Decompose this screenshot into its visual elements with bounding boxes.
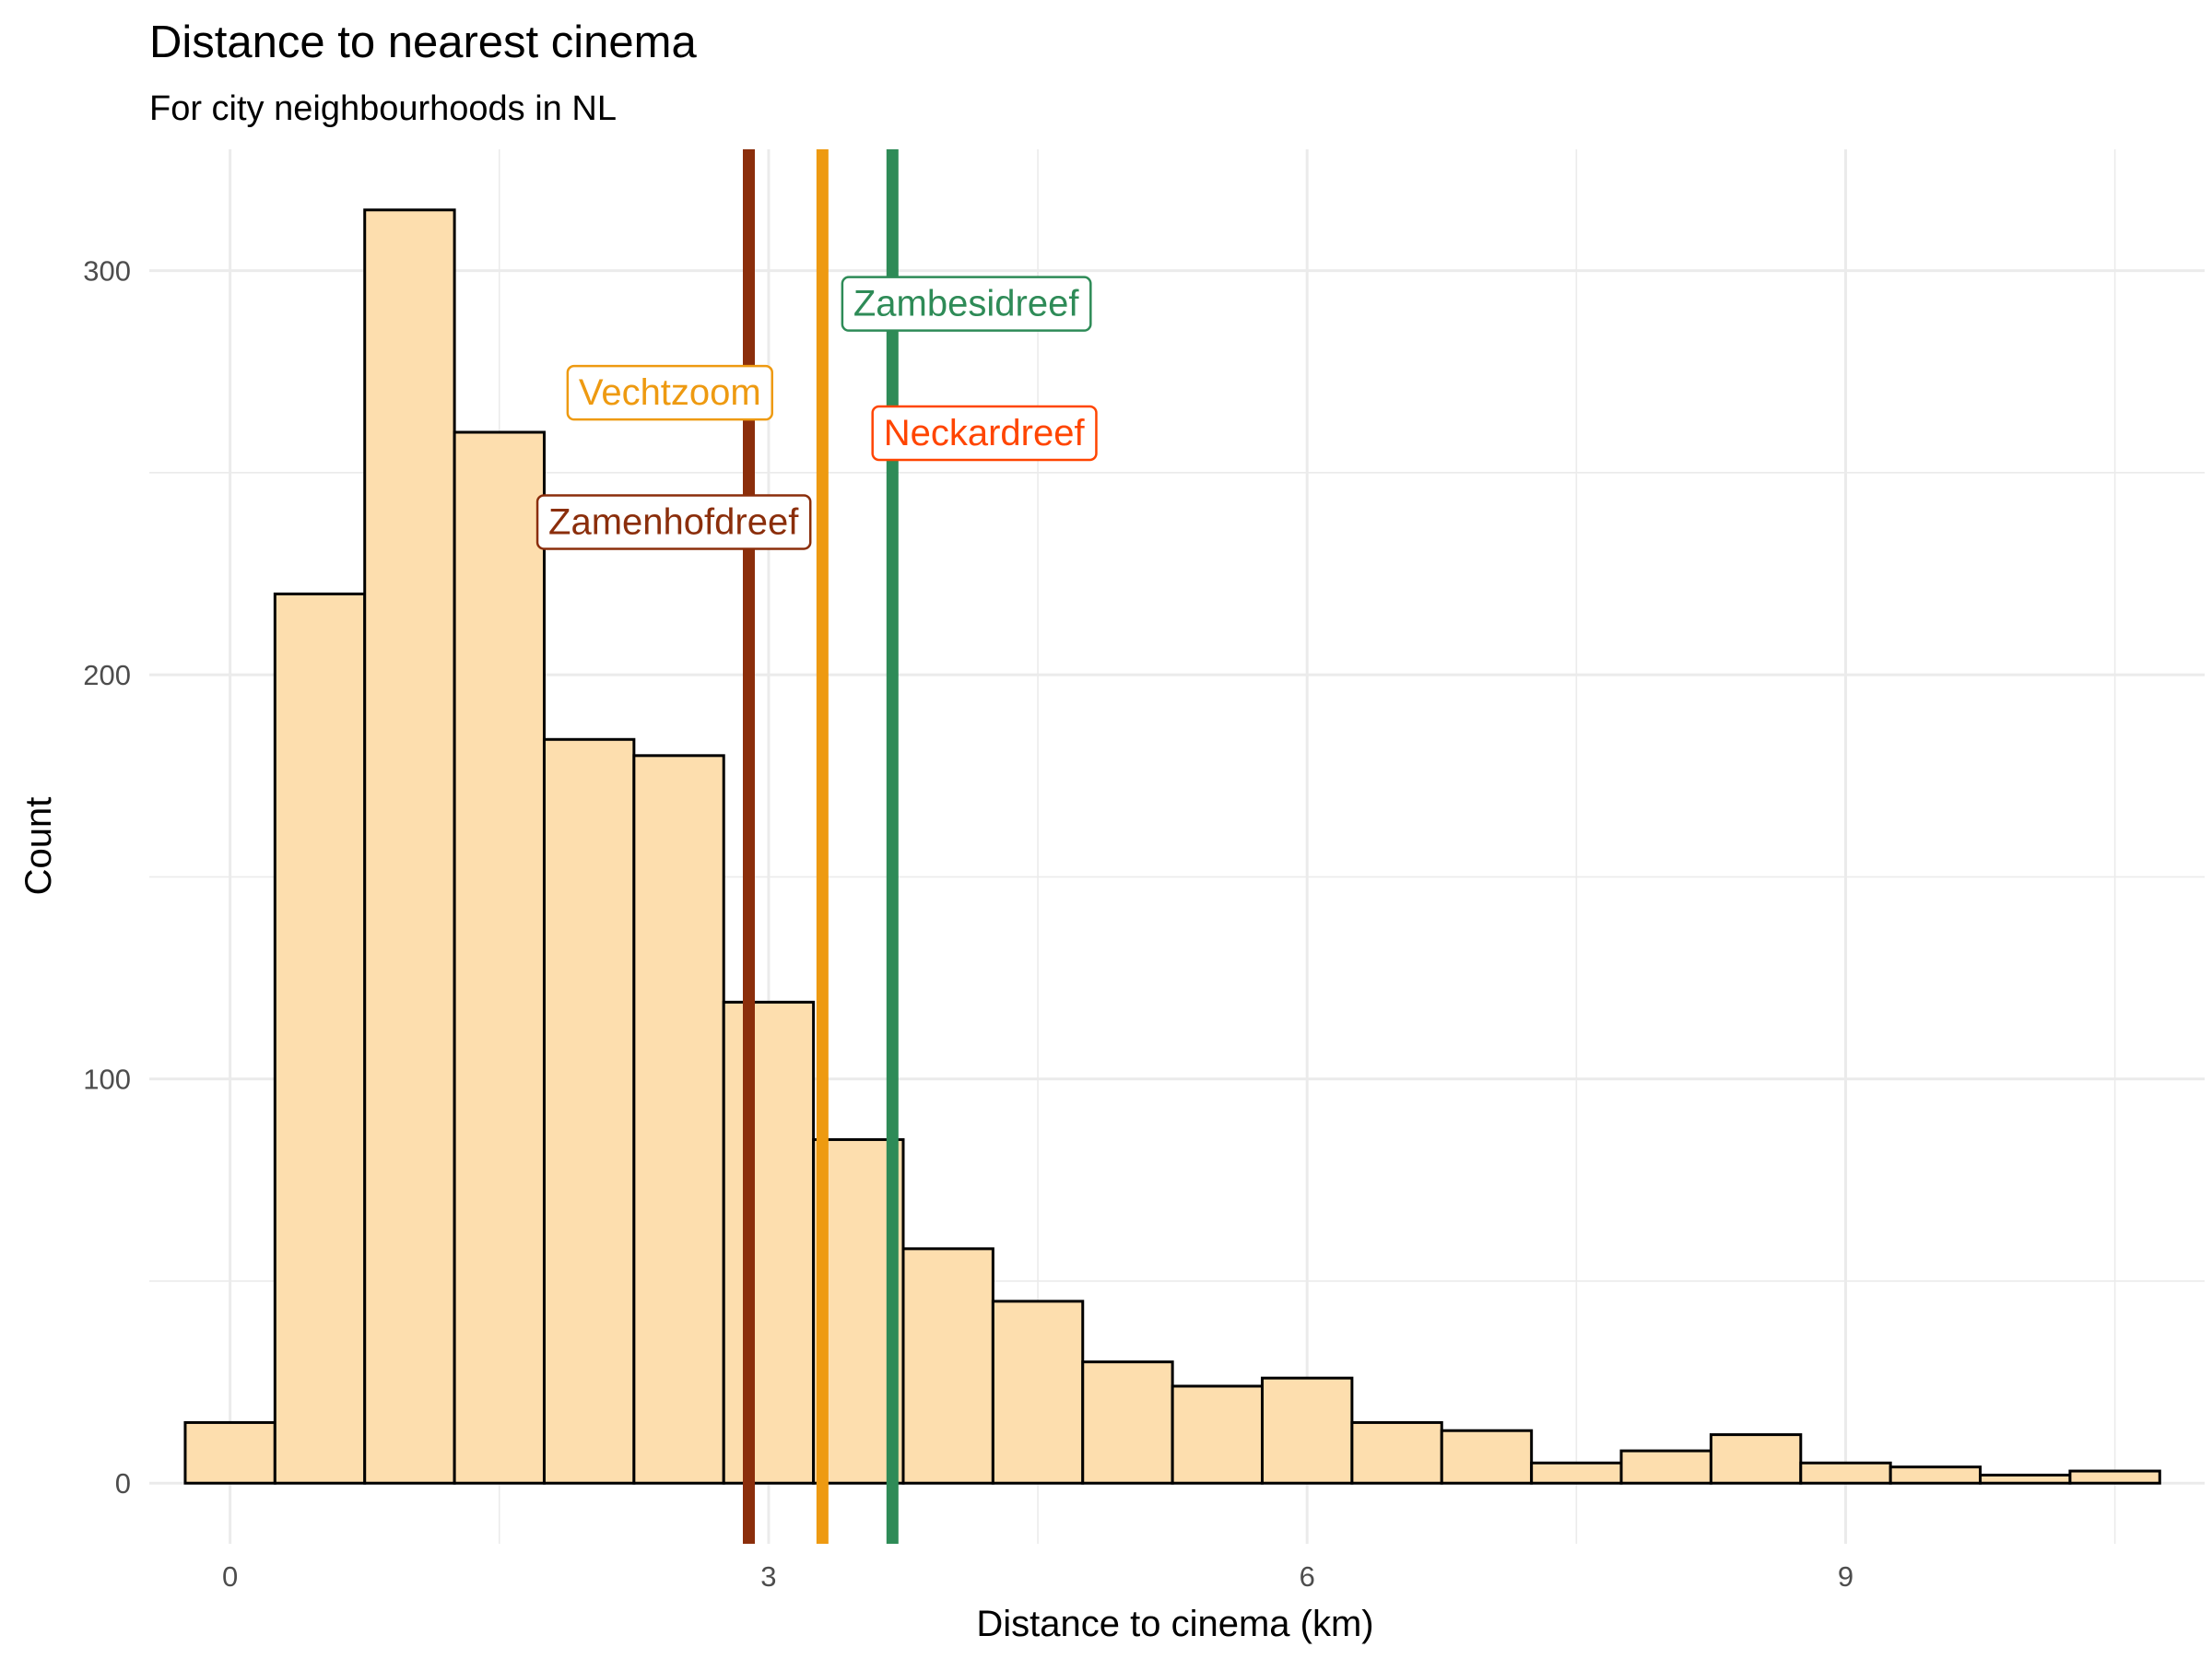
annotation-labels: Zambesidreef Vechtzoom Neckardreef Zamenhof… xyxy=(535,276,1098,550)
histogram-bar-9 xyxy=(991,1300,1085,1485)
histogram-bar-5 xyxy=(632,754,725,1485)
annotation-zambesidreef: Zambesidreef xyxy=(841,276,1092,332)
histogram-bar-14 xyxy=(1440,1429,1534,1485)
annotation-vechtzoom: Vechtzoom xyxy=(566,364,773,421)
histogram-bar-15 xyxy=(1530,1461,1623,1485)
x-tick-label: 6 xyxy=(1300,1560,1315,1593)
x-tick-label: 0 xyxy=(222,1560,238,1593)
histogram-bar-6 xyxy=(722,1000,816,1485)
histogram-bar-2 xyxy=(363,208,456,1485)
annotation-zamenhofdreef: Zamenhofdreef xyxy=(535,494,812,550)
y-tick-label: 200 xyxy=(83,659,131,691)
y-axis-ticks: 0 100 200 300 xyxy=(83,255,131,1500)
histogram-bar-1 xyxy=(273,592,367,1485)
x-tick-label: 9 xyxy=(1838,1560,1853,1593)
annotation-box xyxy=(535,494,812,550)
histogram-bar-0 xyxy=(183,1420,276,1485)
histogram-bar-13 xyxy=(1350,1420,1443,1485)
histogram-bar-19 xyxy=(1888,1465,1983,1485)
y-tick-label: 0 xyxy=(115,1467,131,1500)
histogram-bar-17 xyxy=(1709,1433,1803,1485)
histogram-bar-12 xyxy=(1261,1376,1354,1485)
histogram-bar-11 xyxy=(1171,1384,1265,1485)
annotation-box xyxy=(871,405,1098,462)
annotation-box xyxy=(566,364,773,421)
annotation-box xyxy=(841,276,1092,332)
histogram-bar-4 xyxy=(542,737,636,1485)
chart-title: Distance to nearest cinema xyxy=(149,18,697,67)
chart-subtitle: For city neighbourhoods in NL xyxy=(149,89,617,128)
histogram-bar-21 xyxy=(2068,1469,2161,1485)
y-axis-title: Count xyxy=(18,797,59,896)
histogram-bar-3 xyxy=(453,430,546,1485)
y-tick-label: 300 xyxy=(83,255,131,288)
histogram-bar-8 xyxy=(901,1247,994,1485)
y-tick-label: 100 xyxy=(83,1064,131,1096)
histogram-bars xyxy=(183,208,2161,1485)
x-axis-title: Distance to cinema (km) xyxy=(976,1604,1373,1644)
histogram-bar-16 xyxy=(1619,1449,1712,1485)
histogram-bar-18 xyxy=(1799,1461,1892,1485)
annotation-text: Neckardreef xyxy=(884,413,1086,453)
annotation-text: Zamenhofdreef xyxy=(548,501,799,542)
x-tick-label: 3 xyxy=(760,1560,776,1593)
annotation-neckardreef: Neckardreef xyxy=(871,405,1098,462)
annotation-text: Zambesidreef xyxy=(853,284,1079,324)
x-axis-ticks: 0 3 6 9 xyxy=(222,1560,1853,1593)
annotation-text: Vechtzoom xyxy=(579,372,761,413)
histogram-bar-10 xyxy=(1081,1360,1174,1485)
histogram-bar-20 xyxy=(1979,1473,2072,1485)
